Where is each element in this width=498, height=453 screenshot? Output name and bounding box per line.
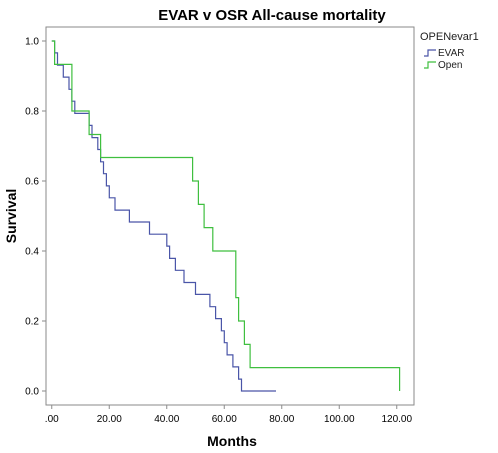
x-tick-label: 40.00 (154, 414, 179, 425)
series-line-open (51, 40, 401, 391)
x-tick-label: 20.00 (97, 414, 122, 425)
y-axis-title: Survival (3, 189, 19, 243)
y-tick-label: 0.2 (25, 317, 39, 328)
x-tick-label: 120.00 (381, 414, 412, 425)
legend-swatch-open (424, 61, 436, 69)
y-tick-label: 0.0 (25, 387, 39, 398)
legend-label-open: Open (438, 60, 462, 71)
x-axis-ticks: .00 20.00 40.00 60.00 80.00 100.00 120.00 (45, 405, 412, 425)
x-tick-label: 100.00 (324, 414, 355, 425)
y-tick-label: 1.0 (25, 37, 39, 48)
x-axis-title: Months (207, 433, 257, 449)
legend-label-evar: EVAR (438, 48, 465, 59)
y-axis-ticks: 0.0 0.2 0.4 0.6 0.8 1.0 (25, 37, 46, 398)
x-tick-label: 60.00 (212, 414, 237, 425)
legend-swatch-evar (424, 49, 436, 57)
legend-title: OPENevar1 (420, 31, 479, 43)
series-line-evar (51, 40, 276, 392)
series-layer (51, 40, 401, 392)
y-tick-label: 0.8 (25, 107, 39, 118)
chart-title: EVAR v OSR All-cause mortality (158, 7, 386, 24)
plot-area (45, 26, 415, 406)
x-tick-label: .00 (45, 414, 59, 425)
x-tick-label: 80.00 (269, 414, 294, 425)
y-tick-label: 0.6 (25, 177, 39, 188)
plot-frame (45, 26, 415, 406)
y-tick-label: 0.4 (25, 247, 39, 258)
